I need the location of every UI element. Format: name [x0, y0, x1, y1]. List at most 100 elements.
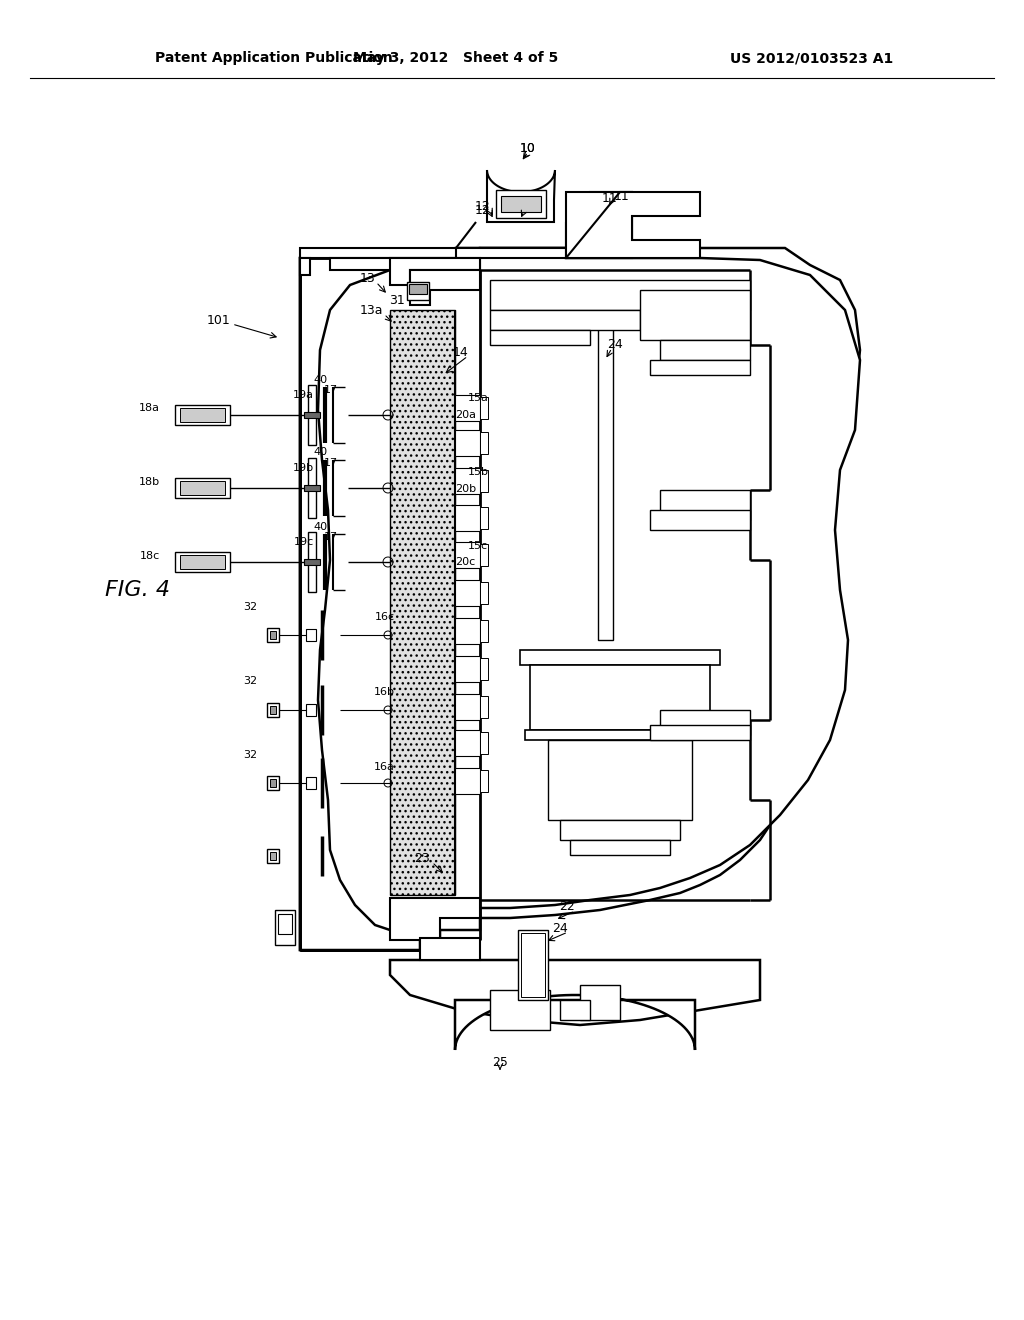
- Bar: [580, 985, 620, 1020]
- Bar: [180, 554, 225, 569]
- Bar: [650, 510, 750, 531]
- Bar: [455, 730, 480, 756]
- Polygon shape: [566, 191, 632, 257]
- Bar: [275, 909, 295, 945]
- Text: 11: 11: [614, 190, 630, 203]
- Text: 11: 11: [602, 193, 617, 206]
- Text: 22: 22: [559, 900, 575, 913]
- Polygon shape: [390, 960, 760, 1026]
- Bar: [306, 704, 316, 715]
- Text: 24: 24: [607, 338, 623, 351]
- Bar: [270, 631, 276, 639]
- Bar: [560, 1001, 590, 1020]
- Bar: [267, 849, 279, 863]
- Bar: [175, 478, 230, 498]
- Bar: [267, 776, 279, 789]
- Text: 32: 32: [243, 750, 257, 760]
- Text: 13: 13: [359, 272, 375, 285]
- Bar: [455, 768, 480, 795]
- Bar: [175, 405, 230, 425]
- Text: 19b: 19b: [293, 463, 314, 473]
- Text: 19a: 19a: [293, 389, 314, 400]
- Text: 15a: 15a: [468, 393, 488, 403]
- Polygon shape: [566, 191, 700, 257]
- Polygon shape: [300, 257, 310, 275]
- Bar: [521, 933, 545, 997]
- Text: 40: 40: [314, 521, 328, 532]
- Polygon shape: [480, 248, 860, 917]
- Bar: [306, 630, 316, 642]
- Bar: [660, 341, 750, 360]
- Text: 13a: 13a: [359, 304, 383, 317]
- Bar: [180, 480, 225, 495]
- Bar: [455, 656, 480, 682]
- Bar: [660, 710, 750, 735]
- Bar: [525, 730, 715, 741]
- Polygon shape: [390, 898, 480, 940]
- Polygon shape: [410, 271, 480, 305]
- Bar: [530, 665, 710, 730]
- Text: 18b: 18b: [139, 477, 160, 487]
- Text: 25: 25: [493, 1056, 508, 1068]
- Bar: [175, 552, 230, 572]
- Bar: [520, 649, 720, 665]
- Bar: [304, 558, 319, 565]
- Bar: [480, 582, 488, 605]
- Bar: [480, 432, 488, 454]
- Text: 32: 32: [243, 676, 257, 686]
- Text: Patent Application Publication: Patent Application Publication: [155, 51, 393, 65]
- Text: 18a: 18a: [139, 403, 160, 413]
- Polygon shape: [390, 310, 455, 895]
- Bar: [480, 696, 488, 718]
- Text: 15c: 15c: [468, 541, 488, 550]
- Bar: [518, 931, 548, 1001]
- Text: 17: 17: [324, 458, 338, 469]
- Text: FIG. 4: FIG. 4: [105, 579, 170, 601]
- Bar: [267, 704, 279, 717]
- Bar: [308, 458, 316, 517]
- Bar: [480, 507, 488, 529]
- Bar: [660, 490, 750, 520]
- Text: 32: 32: [243, 602, 257, 612]
- Text: 24: 24: [552, 921, 568, 935]
- Bar: [455, 469, 480, 494]
- Bar: [598, 290, 613, 640]
- Bar: [409, 284, 427, 294]
- Text: 19c: 19c: [294, 537, 314, 546]
- Text: 10: 10: [520, 141, 536, 154]
- Text: US 2012/0103523 A1: US 2012/0103523 A1: [730, 51, 893, 65]
- Bar: [490, 990, 550, 1030]
- Bar: [455, 543, 480, 568]
- Bar: [270, 779, 276, 787]
- Bar: [267, 628, 279, 642]
- Text: 17: 17: [324, 385, 338, 395]
- Text: 40: 40: [314, 375, 328, 385]
- Bar: [480, 733, 488, 754]
- Bar: [455, 506, 480, 531]
- Bar: [496, 190, 546, 218]
- Polygon shape: [420, 939, 480, 960]
- Text: 40: 40: [314, 447, 328, 457]
- Bar: [455, 694, 480, 719]
- Text: May 3, 2012   Sheet 4 of 5: May 3, 2012 Sheet 4 of 5: [353, 51, 558, 65]
- Polygon shape: [300, 248, 480, 257]
- Text: 15b: 15b: [468, 467, 489, 477]
- Bar: [490, 310, 640, 330]
- Text: 12: 12: [474, 201, 490, 214]
- Bar: [308, 532, 316, 591]
- Text: 10: 10: [520, 141, 536, 154]
- Bar: [480, 657, 488, 680]
- Polygon shape: [390, 257, 480, 285]
- Bar: [480, 770, 488, 792]
- Bar: [407, 282, 429, 300]
- Polygon shape: [590, 191, 632, 240]
- Polygon shape: [300, 248, 860, 950]
- Bar: [304, 412, 319, 418]
- Polygon shape: [300, 257, 420, 950]
- Text: 20b: 20b: [455, 484, 476, 494]
- Bar: [490, 330, 590, 345]
- Bar: [270, 706, 276, 714]
- Polygon shape: [455, 995, 695, 1049]
- Text: 16a: 16a: [374, 762, 395, 772]
- Bar: [650, 725, 750, 741]
